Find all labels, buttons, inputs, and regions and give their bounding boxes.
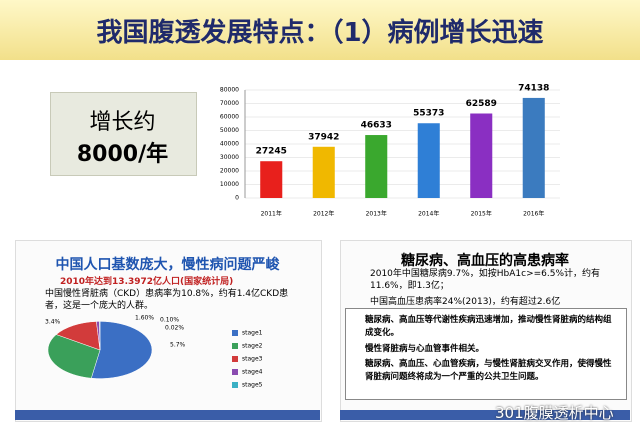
pie-label: 0.10% xyxy=(160,317,179,324)
pie-slice xyxy=(55,321,101,351)
legend-swatch xyxy=(232,382,238,388)
legend-swatch xyxy=(232,369,238,375)
y-tick-label: 0 xyxy=(235,195,239,202)
callout-line: 8000/年 xyxy=(76,142,169,167)
y-tick-label: 50000 xyxy=(220,127,239,134)
bar xyxy=(417,123,440,198)
x-tick-label: 2011年 xyxy=(261,210,282,218)
box-item: 糖尿病、高血压、心血管疾病，与慢性肾脏病交叉作用，使得慢性肾脏病问题终将成为一个… xyxy=(365,359,612,382)
box-item: 慢性肾脏病与心血管事件相关。 xyxy=(365,344,485,354)
watermark: 301腹膜透析中心 xyxy=(495,404,614,422)
legend-swatch xyxy=(232,330,238,336)
y-tick-label: 60000 xyxy=(220,114,239,121)
y-tick-label: 20000 xyxy=(220,168,239,175)
y-tick-label: 70000 xyxy=(220,100,239,107)
text-box xyxy=(345,308,627,400)
legend-swatch xyxy=(232,343,238,349)
panel-note: 2010年达到13.3972亿人口(国家统计局) xyxy=(60,277,234,287)
pie-label: 0.02% xyxy=(165,325,184,332)
pie-slice xyxy=(99,321,101,351)
panel-bullet: 2010年中国糖尿病9.7%，如按HbA1c>=6.5%计，约有11.6%，即1… xyxy=(370,269,601,291)
callout-box xyxy=(50,92,197,176)
x-tick-label: 2014年 xyxy=(418,210,439,218)
legend-label: stage4 xyxy=(242,369,263,376)
legend-swatch xyxy=(232,356,238,362)
footer-strip xyxy=(340,410,630,420)
legend-label: stage5 xyxy=(242,382,263,389)
panel-bullet: 中国慢性肾脏病（CKD）患病率为10.8%，约有1.4亿CKD患者，这是一个庞大… xyxy=(45,289,289,311)
value-label: 62589 xyxy=(466,99,497,109)
legend-label: stage2 xyxy=(242,343,263,350)
x-tick-label: 2016年 xyxy=(523,210,544,218)
slide-title: 我国腹透发展特点：（1）病例增长迅速 xyxy=(96,18,544,48)
pie-label: 5.7% xyxy=(170,342,186,349)
footer-strip xyxy=(15,410,320,420)
value-label: 55373 xyxy=(413,109,444,119)
bar xyxy=(522,97,545,198)
box-item: 糖尿病、高血压等代谢性疾病迅速增加，推动慢性肾脏病的结构组成变化。 xyxy=(365,315,612,338)
x-tick-label: 2012年 xyxy=(313,210,334,218)
panel-heading: 糖尿病、高血压的高患病率 xyxy=(401,253,569,269)
panel-bullet: 中国高血压患病率24%(2013)，约有超过2.6亿 xyxy=(370,297,561,307)
pie-label: 3.4% xyxy=(45,319,61,326)
bar xyxy=(470,113,493,198)
value-label: 27245 xyxy=(256,147,287,157)
bar xyxy=(365,135,388,198)
y-tick-label: 10000 xyxy=(220,181,239,188)
bar xyxy=(260,161,283,198)
value-label: 37942 xyxy=(308,132,339,142)
y-tick-label: 80000 xyxy=(220,87,239,94)
y-tick-label: 30000 xyxy=(220,154,239,161)
value-label: 74138 xyxy=(518,83,549,93)
legend-label: stage3 xyxy=(242,356,263,363)
callout-line: 增长约 xyxy=(89,110,156,135)
y-tick-label: 40000 xyxy=(220,141,239,148)
pie-slice xyxy=(90,321,153,379)
x-tick-label: 2013年 xyxy=(366,210,387,218)
title-band xyxy=(0,0,640,60)
bar xyxy=(312,146,335,198)
pie-label: 1.60% xyxy=(135,315,154,322)
value-label: 46633 xyxy=(361,121,392,131)
legend-label: stage1 xyxy=(242,330,263,337)
panel-heading: 中国人口基数庞大，慢性病问题严峻 xyxy=(55,257,280,273)
x-tick-label: 2015年 xyxy=(471,210,492,218)
